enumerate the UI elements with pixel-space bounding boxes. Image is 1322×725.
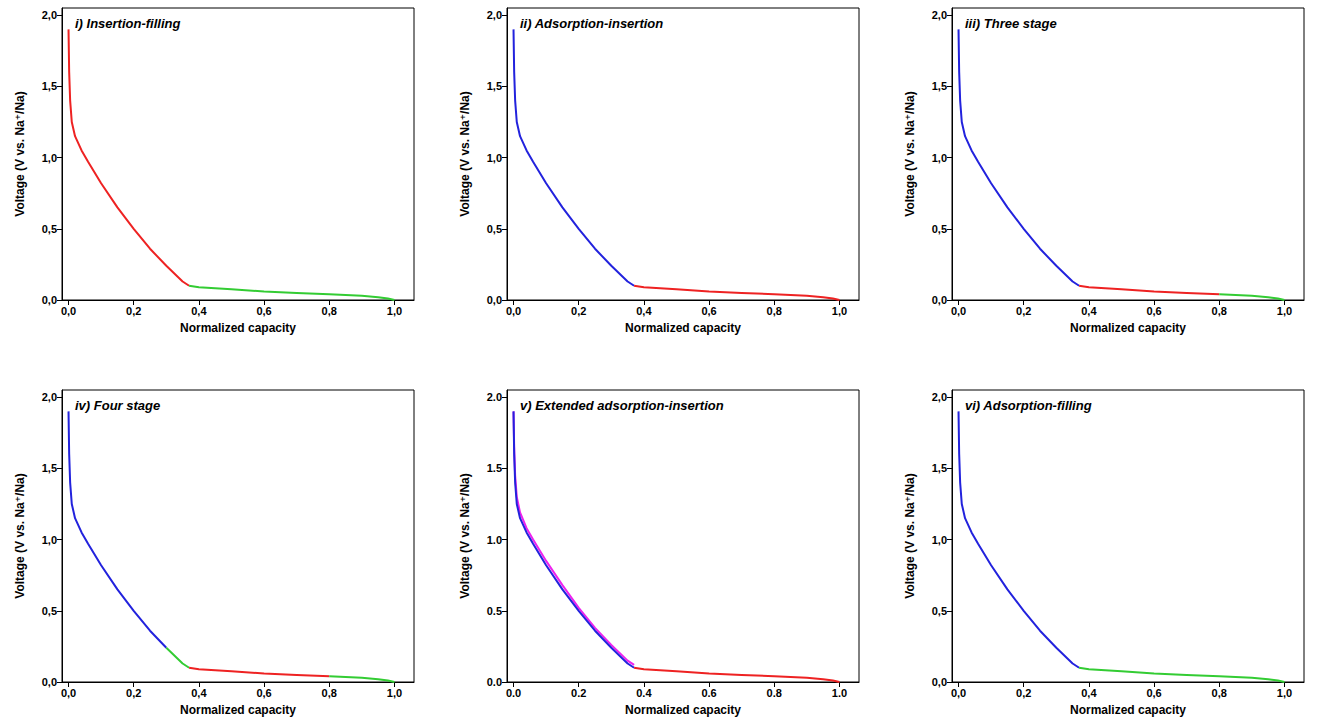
svg-text:2.0: 2.0: [487, 391, 502, 403]
svg-text:Normalized capacity: Normalized capacity: [180, 321, 296, 335]
svg-text:Voltage (V vs. Na⁺/Na): Voltage (V vs. Na⁺/Na): [903, 473, 917, 598]
svg-text:0,5: 0,5: [42, 223, 57, 235]
svg-text:0,8: 0,8: [1212, 305, 1227, 317]
svg-text:0,8: 0,8: [767, 305, 782, 317]
svg-text:0,0: 0,0: [951, 305, 966, 317]
svg-text:1,5: 1,5: [487, 80, 502, 92]
svg-text:1,0: 1,0: [42, 152, 57, 164]
svg-text:Voltage (V vs. Na⁺/Na): Voltage (V vs. Na⁺/Na): [13, 91, 27, 216]
svg-text:0,4: 0,4: [191, 687, 207, 699]
svg-text:0,2: 0,2: [126, 687, 141, 699]
svg-text:0,0: 0,0: [932, 294, 947, 306]
svg-text:0,2: 0,2: [1016, 305, 1031, 317]
svg-text:Voltage (V vs. Na⁺/Na): Voltage (V vs. Na⁺/Na): [903, 91, 917, 216]
svg-text:0.6: 0.6: [701, 687, 716, 699]
svg-text:2,0: 2,0: [487, 9, 502, 21]
svg-text:iii) Three stage: iii) Three stage: [965, 16, 1057, 31]
svg-text:0,0: 0,0: [932, 676, 947, 688]
svg-text:0,0: 0,0: [487, 294, 502, 306]
svg-text:v) Extended adsorption-inserti: v) Extended adsorption-insertion: [520, 398, 724, 413]
svg-text:0,4: 0,4: [1081, 305, 1097, 317]
svg-text:0,2: 0,2: [126, 305, 141, 317]
svg-text:2,0: 2,0: [932, 9, 947, 21]
svg-text:0.0: 0.0: [506, 687, 521, 699]
svg-text:Normalized capacity: Normalized capacity: [625, 321, 741, 335]
svg-text:1,0: 1,0: [1277, 305, 1292, 317]
svg-text:Normalized capacity: Normalized capacity: [1070, 321, 1186, 335]
svg-text:0,2: 0,2: [571, 305, 586, 317]
svg-text:0,5: 0,5: [487, 223, 502, 235]
svg-text:0.4: 0.4: [636, 687, 652, 699]
svg-text:0,5: 0,5: [932, 223, 947, 235]
svg-text:1,5: 1,5: [42, 462, 57, 474]
svg-text:2,0: 2,0: [42, 391, 57, 403]
svg-text:0,2: 0,2: [1016, 687, 1031, 699]
svg-text:0,0: 0,0: [42, 676, 57, 688]
svg-text:2,0: 2,0: [932, 391, 947, 403]
svg-text:iv) Four stage: iv) Four stage: [75, 398, 160, 413]
svg-text:0,0: 0,0: [61, 687, 76, 699]
svg-text:0.0: 0.0: [487, 676, 502, 688]
svg-text:1,0: 1,0: [487, 152, 502, 164]
svg-text:0.8: 0.8: [767, 687, 782, 699]
svg-text:0,6: 0,6: [256, 687, 271, 699]
svg-text:1,5: 1,5: [42, 80, 57, 92]
svg-text:1.0: 1.0: [487, 534, 502, 546]
svg-text:0,8: 0,8: [322, 305, 337, 317]
svg-text:0,0: 0,0: [951, 687, 966, 699]
svg-text:Voltage (V vs. Na⁺/Na): Voltage (V vs. Na⁺/Na): [13, 473, 27, 598]
svg-text:i) Insertion-filling: i) Insertion-filling: [75, 16, 180, 31]
svg-text:ii) Adsorption-insertion: ii) Adsorption-insertion: [520, 16, 663, 31]
svg-text:1,0: 1,0: [387, 305, 402, 317]
svg-text:0,4: 0,4: [191, 305, 207, 317]
svg-text:Normalized capacity: Normalized capacity: [1070, 703, 1186, 717]
svg-text:0,6: 0,6: [1146, 305, 1161, 317]
svg-text:0.2: 0.2: [571, 687, 586, 699]
svg-text:0,6: 0,6: [1146, 687, 1161, 699]
svg-text:1,0: 1,0: [387, 687, 402, 699]
svg-text:0,0: 0,0: [61, 305, 76, 317]
svg-text:1,5: 1,5: [932, 80, 947, 92]
svg-text:0,8: 0,8: [1212, 687, 1227, 699]
svg-text:vi) Adsorption-filling: vi) Adsorption-filling: [965, 398, 1092, 413]
svg-text:1,5: 1,5: [932, 462, 947, 474]
svg-text:0,6: 0,6: [701, 305, 716, 317]
svg-text:1,0: 1,0: [42, 534, 57, 546]
svg-text:0,8: 0,8: [322, 687, 337, 699]
svg-text:0,0: 0,0: [506, 305, 521, 317]
svg-text:0,0: 0,0: [42, 294, 57, 306]
svg-text:1,0: 1,0: [832, 305, 847, 317]
svg-text:Voltage (V vs. Na⁺/Na): Voltage (V vs. Na⁺/Na): [458, 473, 472, 598]
svg-text:1,0: 1,0: [932, 152, 947, 164]
svg-text:0,5: 0,5: [42, 605, 57, 617]
svg-text:1.0: 1.0: [832, 687, 847, 699]
svg-text:0,5: 0,5: [932, 605, 947, 617]
svg-text:Normalized capacity: Normalized capacity: [180, 703, 296, 717]
svg-text:0,4: 0,4: [636, 305, 652, 317]
svg-text:Voltage (V vs. Na⁺/Na): Voltage (V vs. Na⁺/Na): [458, 91, 472, 216]
svg-text:1.5: 1.5: [487, 462, 502, 474]
svg-text:2,0: 2,0: [42, 9, 57, 21]
svg-text:Normalized capacity: Normalized capacity: [625, 703, 741, 717]
svg-text:0.5: 0.5: [487, 605, 502, 617]
svg-text:0,6: 0,6: [256, 305, 271, 317]
svg-text:1,0: 1,0: [932, 534, 947, 546]
svg-text:1,0: 1,0: [1277, 687, 1292, 699]
svg-text:0,4: 0,4: [1081, 687, 1097, 699]
